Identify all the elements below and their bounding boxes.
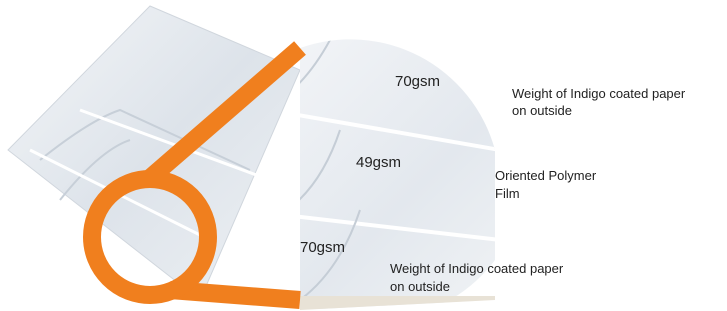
label-line: Weight of Indigo coated paper (390, 261, 564, 276)
page: 70gsm 49gsm 70gsm Weight of Indigo coate… (0, 0, 727, 311)
label-line: Oriented Polymer (495, 168, 597, 183)
label-line: on outside (390, 279, 450, 294)
paper-sheet (8, 6, 300, 300)
diagram: 70gsm 49gsm 70gsm Weight of Indigo coate… (0, 0, 727, 311)
layer-label: Weight of Indigo coated paper on outside (512, 86, 689, 118)
layer-weight: 70gsm (300, 239, 345, 256)
layer-weight: 49gsm (356, 154, 401, 171)
label-line: on outside (512, 103, 572, 118)
label-line: Film (495, 186, 520, 201)
layer-label: Oriented Polymer Film (495, 168, 600, 201)
layer-weight: 70gsm (395, 73, 440, 90)
label-line: Weight of Indigo coated paper (512, 86, 686, 101)
